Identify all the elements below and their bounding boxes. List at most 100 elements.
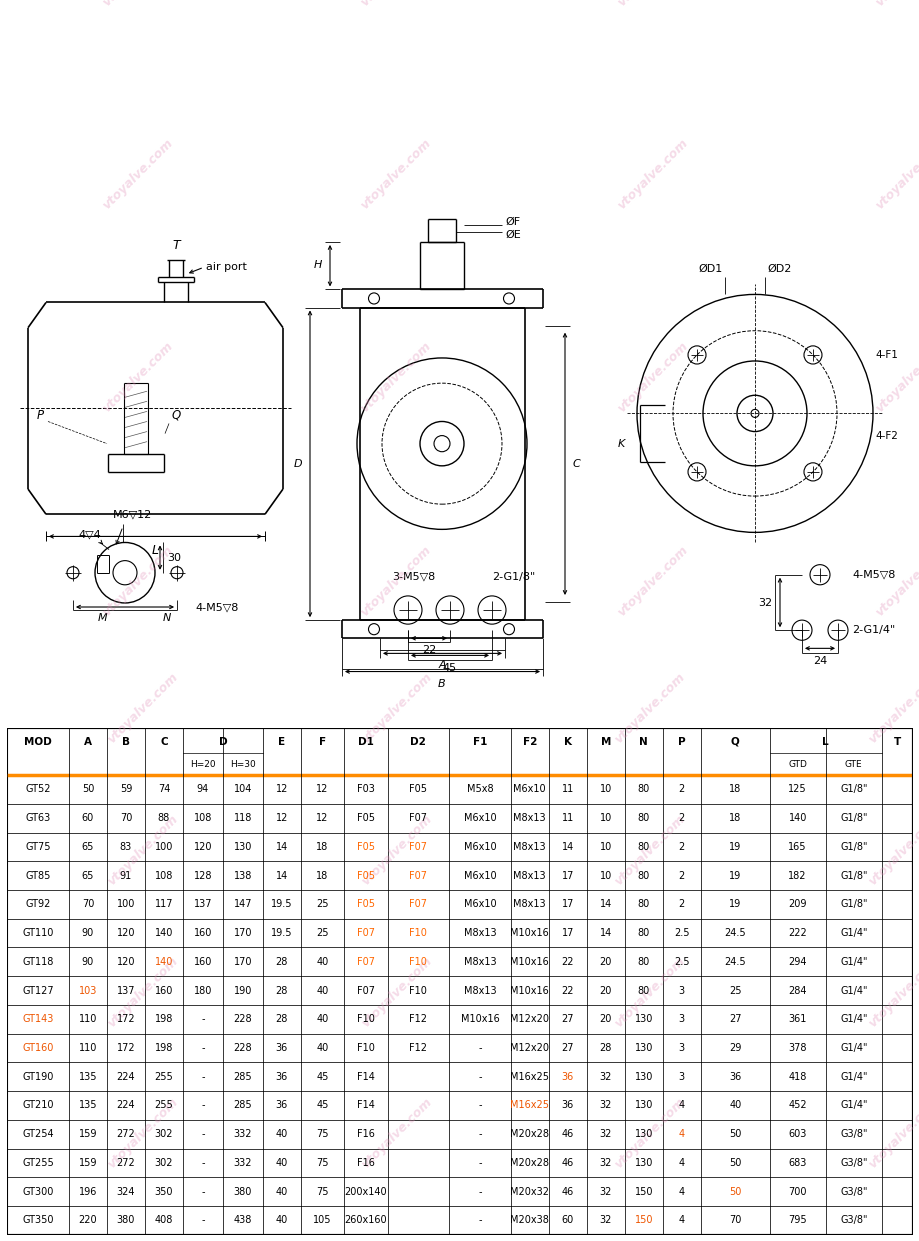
Text: 4: 4 [678, 1215, 684, 1225]
Text: H: H [313, 261, 322, 271]
Text: F12: F12 [409, 1042, 427, 1054]
Text: M6x10: M6x10 [463, 813, 495, 823]
Text: -: - [201, 1072, 204, 1082]
Text: F05: F05 [357, 871, 374, 881]
Text: vtoyalve.com: vtoyalve.com [612, 954, 687, 1030]
Text: 80: 80 [637, 784, 649, 794]
Text: M16x25: M16x25 [510, 1101, 549, 1111]
Text: GT143: GT143 [22, 1014, 54, 1024]
Text: vtoyalve.com: vtoyalve.com [612, 812, 687, 887]
Text: 160: 160 [194, 928, 212, 938]
Text: 24.5: 24.5 [723, 928, 745, 938]
Text: 14: 14 [275, 871, 288, 881]
Text: 36: 36 [561, 1072, 573, 1082]
Text: 160: 160 [154, 985, 173, 995]
Text: 172: 172 [117, 1014, 135, 1024]
Text: M20x28: M20x28 [510, 1129, 549, 1139]
Text: -: - [478, 1042, 482, 1054]
Text: 94: 94 [197, 784, 209, 794]
Text: D: D [293, 459, 301, 469]
Text: 80: 80 [637, 813, 649, 823]
Text: -: - [201, 1101, 204, 1111]
Text: 110: 110 [79, 1014, 97, 1024]
Text: 118: 118 [233, 813, 252, 823]
Text: G1/8": G1/8" [839, 784, 867, 794]
Text: F16: F16 [357, 1129, 374, 1139]
Text: C: C [160, 736, 167, 747]
Text: GTE: GTE [844, 761, 862, 769]
Text: -: - [201, 1042, 204, 1054]
Text: 378: 378 [788, 1042, 806, 1054]
Text: M20x28: M20x28 [510, 1158, 549, 1168]
Text: 70: 70 [728, 1215, 741, 1225]
Text: G1/4": G1/4" [839, 928, 867, 938]
Text: 128: 128 [193, 871, 212, 881]
Text: 60: 60 [82, 813, 94, 823]
Text: vtoyalve.com: vtoyalve.com [612, 1096, 687, 1172]
Text: 36: 36 [728, 1072, 741, 1082]
Text: 198: 198 [154, 1042, 173, 1054]
Text: G1/4": G1/4" [839, 985, 867, 995]
Text: T: T [892, 736, 900, 747]
Text: 108: 108 [194, 813, 212, 823]
Text: 32: 32 [599, 1129, 611, 1139]
Text: 255: 255 [154, 1101, 173, 1111]
Text: GT210: GT210 [22, 1101, 54, 1111]
Text: 45: 45 [316, 1072, 328, 1082]
Text: GT92: GT92 [26, 900, 51, 910]
Text: GT63: GT63 [26, 813, 51, 823]
Text: G1/4": G1/4" [839, 957, 867, 967]
Text: 209: 209 [788, 900, 806, 910]
Text: F2: F2 [522, 736, 537, 747]
Text: M10x16: M10x16 [510, 985, 549, 995]
Text: G1/4": G1/4" [839, 1072, 867, 1082]
Text: 12: 12 [316, 784, 328, 794]
Text: M5x8: M5x8 [466, 784, 493, 794]
Text: vtoyalve.com: vtoyalve.com [357, 0, 433, 9]
Text: 380: 380 [117, 1215, 135, 1225]
Text: F07: F07 [357, 957, 374, 967]
Text: G3/8": G3/8" [839, 1215, 867, 1225]
Text: vtoyalve.com: vtoyalve.com [358, 670, 434, 746]
Text: F10: F10 [409, 985, 426, 995]
Text: 36: 36 [561, 1101, 573, 1111]
Text: 24.5: 24.5 [723, 957, 745, 967]
Text: M8x13: M8x13 [463, 928, 495, 938]
Text: 32: 32 [599, 1215, 611, 1225]
Text: 135: 135 [79, 1072, 97, 1082]
Text: 19: 19 [728, 841, 741, 851]
Text: GT85: GT85 [26, 871, 51, 881]
Text: 14: 14 [275, 841, 288, 851]
Text: GT160: GT160 [22, 1042, 54, 1054]
Text: 2.5: 2.5 [674, 928, 689, 938]
Text: G3/8": G3/8" [839, 1158, 867, 1168]
Text: F05: F05 [409, 784, 427, 794]
Text: 17: 17 [561, 871, 573, 881]
Text: F07: F07 [409, 841, 427, 851]
Text: M10x16: M10x16 [510, 957, 549, 967]
Text: 140: 140 [154, 928, 173, 938]
Text: L: L [822, 736, 828, 747]
Text: GT190: GT190 [22, 1072, 54, 1082]
Text: H=30: H=30 [230, 761, 255, 769]
Text: 196: 196 [79, 1186, 97, 1196]
Text: 3: 3 [678, 1042, 684, 1054]
Text: F03: F03 [357, 784, 374, 794]
Text: 80: 80 [637, 985, 649, 995]
Text: 32: 32 [599, 1101, 611, 1111]
Text: 150: 150 [634, 1215, 652, 1225]
Text: 19: 19 [728, 900, 741, 910]
Text: 80: 80 [637, 957, 649, 967]
Text: 36: 36 [275, 1072, 288, 1082]
Text: 137: 137 [193, 900, 212, 910]
Text: 2-G1/8": 2-G1/8" [492, 572, 535, 582]
Text: 380: 380 [233, 1186, 252, 1196]
Text: E: E [278, 736, 285, 747]
Text: K: K [617, 438, 624, 449]
Text: ØD1: ØD1 [698, 264, 722, 274]
Text: G3/8": G3/8" [839, 1129, 867, 1139]
Text: N: N [163, 613, 171, 623]
Text: 4-M5▽8: 4-M5▽8 [851, 570, 894, 580]
Text: vtoyalve.com: vtoyalve.com [615, 0, 690, 9]
Text: 65: 65 [82, 841, 94, 851]
